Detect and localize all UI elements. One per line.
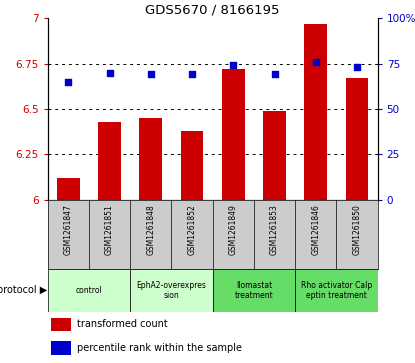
Bar: [98, 122, 121, 200]
Point: [230, 62, 237, 68]
Text: GSM1261849: GSM1261849: [229, 204, 238, 255]
Bar: [295, 269, 378, 312]
Bar: [213, 269, 295, 312]
Text: GSM1261852: GSM1261852: [188, 204, 197, 255]
Point: [147, 72, 154, 77]
Bar: [57, 178, 80, 200]
Title: GDS5670 / 8166195: GDS5670 / 8166195: [145, 4, 280, 17]
Point: [271, 72, 278, 77]
Text: GSM1261851: GSM1261851: [105, 204, 114, 255]
Text: GSM1261850: GSM1261850: [352, 204, 361, 255]
Text: control: control: [76, 286, 103, 295]
Text: Rho activator Calp
eptin treatment: Rho activator Calp eptin treatment: [301, 281, 372, 300]
Bar: [51, 342, 71, 355]
Bar: [48, 269, 130, 312]
Text: percentile rank within the sample: percentile rank within the sample: [78, 343, 242, 353]
Text: GSM1261846: GSM1261846: [311, 204, 320, 255]
Text: transformed count: transformed count: [78, 319, 168, 330]
Bar: [305, 24, 327, 200]
Bar: [130, 269, 213, 312]
Point: [65, 79, 72, 85]
Text: Ilomastat
treatment: Ilomastat treatment: [234, 281, 273, 300]
Bar: [139, 118, 162, 200]
Bar: [346, 78, 369, 200]
Bar: [51, 318, 71, 331]
Bar: [263, 111, 286, 200]
Bar: [222, 69, 245, 200]
Bar: [181, 131, 203, 200]
Point: [312, 59, 319, 65]
Text: GSM1261848: GSM1261848: [146, 204, 155, 255]
Text: EphA2-overexpres
sion: EphA2-overexpres sion: [137, 281, 206, 300]
Point: [106, 70, 113, 76]
Point: [354, 64, 360, 70]
Text: GSM1261853: GSM1261853: [270, 204, 279, 255]
Point: [189, 72, 195, 77]
Text: protocol ▶: protocol ▶: [0, 285, 48, 295]
Text: GSM1261847: GSM1261847: [64, 204, 73, 255]
